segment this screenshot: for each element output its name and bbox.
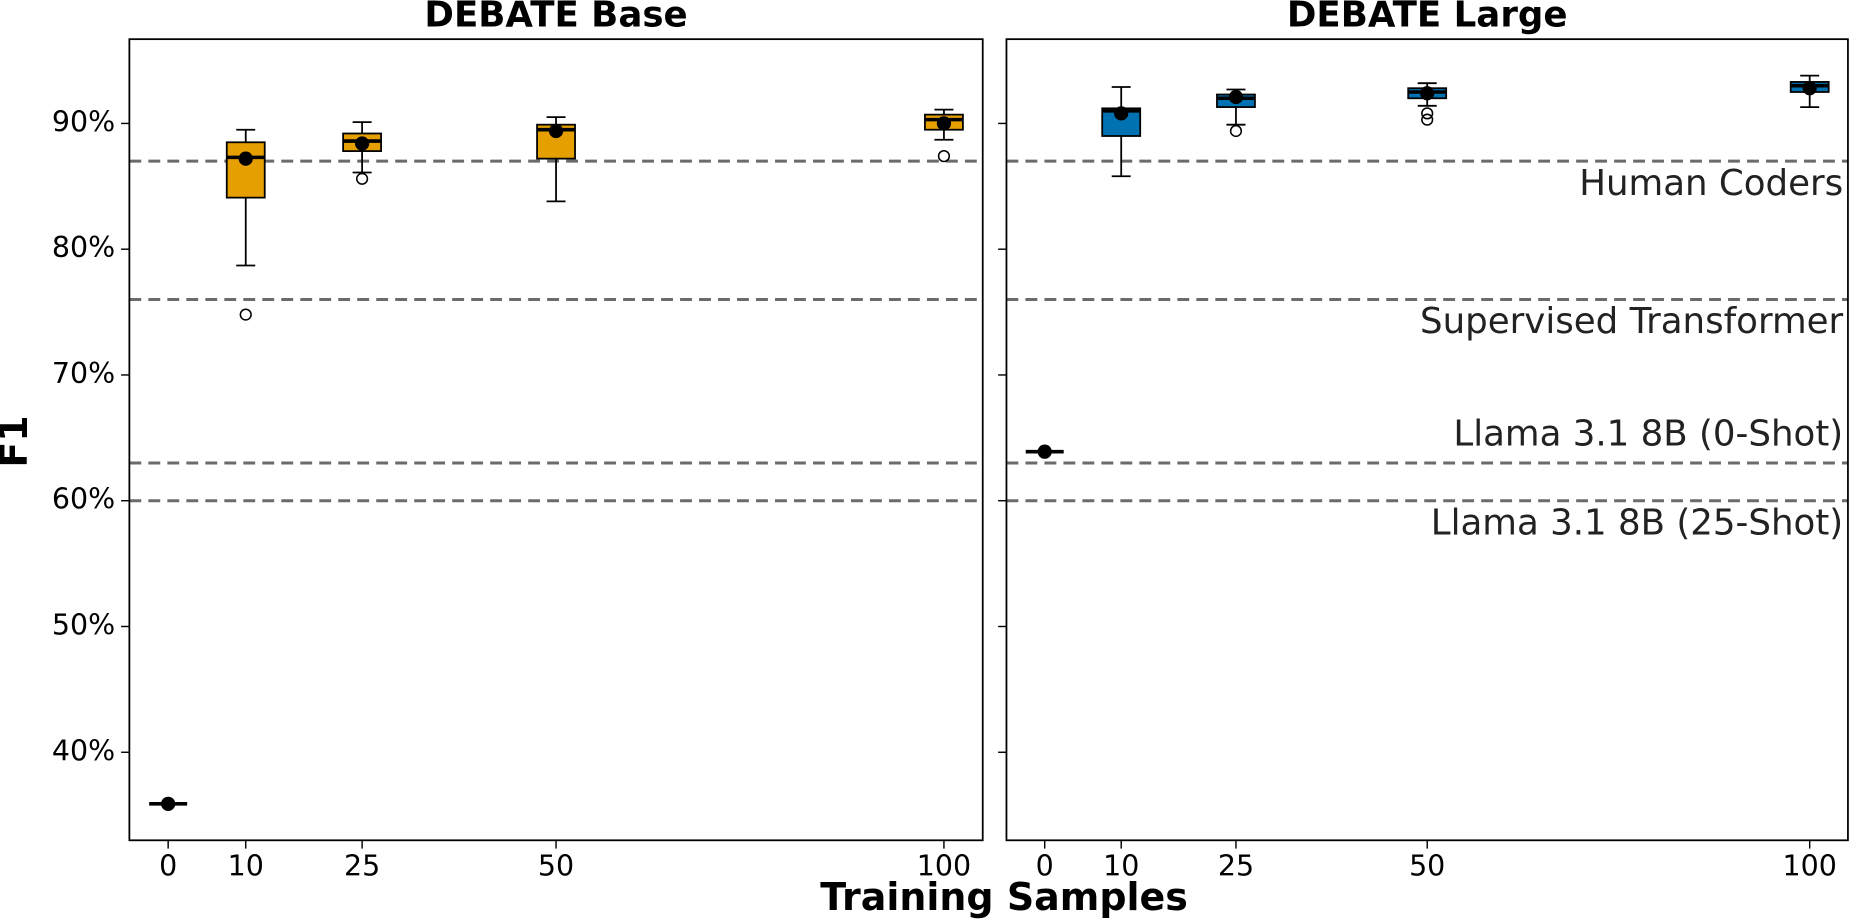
y-tick-label: 90%	[52, 105, 115, 138]
x-tick-label: 0	[1036, 850, 1054, 883]
outlier	[1421, 107, 1434, 120]
box	[225, 141, 266, 199]
plot-frame	[1005, 38, 1849, 842]
y-axis-label: F1	[0, 415, 36, 467]
outlier	[1229, 124, 1243, 138]
panel-title: DEBATE Large	[1287, 0, 1568, 36]
y-tick-label: 50%	[52, 608, 115, 641]
outlier	[239, 308, 252, 321]
x-tick-label: 100	[1783, 850, 1837, 883]
plot-frame	[128, 38, 984, 842]
outlier	[355, 172, 369, 185]
y-tick-label: 60%	[52, 483, 115, 516]
x-tick-label: 25	[1218, 850, 1254, 883]
x-tick-label: 10	[228, 850, 264, 883]
mean	[238, 151, 253, 166]
reference-label: Supervised Transformer	[1420, 301, 1844, 342]
panel-title: DEBATE Base	[424, 0, 687, 36]
x-tick-label: 25	[344, 850, 380, 883]
x-tick-label: 100	[917, 850, 971, 883]
mean	[1228, 89, 1244, 105]
x-tick-label: 50	[1409, 850, 1445, 883]
outlier	[937, 150, 951, 163]
x-tick-label: 10	[1103, 850, 1139, 883]
mean	[1114, 106, 1129, 121]
mean	[548, 123, 564, 139]
mean	[1037, 444, 1052, 459]
x-tick-label: 50	[538, 850, 574, 883]
mean	[161, 796, 176, 811]
y-tick-label: 40%	[52, 734, 115, 767]
reference-label: Llama 3.1 8B (0-Shot)	[1453, 414, 1843, 455]
mean	[936, 116, 952, 131]
outlier	[1421, 113, 1434, 126]
y-tick-label: 70%	[52, 357, 115, 390]
reference-label: Human Coders	[1579, 163, 1843, 204]
x-tick-label: 0	[159, 850, 177, 883]
mean	[354, 136, 370, 151]
mean	[1420, 86, 1435, 101]
y-tick-label: 80%	[52, 231, 115, 264]
mean	[1802, 81, 1817, 96]
x-axis-label: Training Samples	[820, 875, 1188, 919]
reference-label: Llama 3.1 8B (25-Shot)	[1431, 502, 1843, 543]
